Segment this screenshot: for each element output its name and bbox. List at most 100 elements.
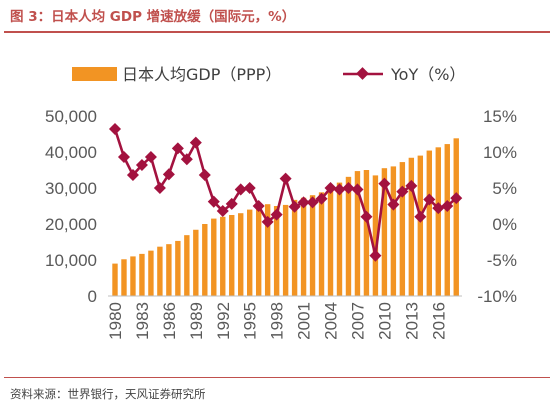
yoy-marker <box>117 151 130 164</box>
yoy-marker <box>333 183 346 196</box>
x-tick-label: 1992 <box>214 302 233 340</box>
gdp-bar <box>130 256 136 296</box>
yoy-marker <box>243 181 256 195</box>
gdp-bar <box>444 144 450 296</box>
gdp-bar <box>399 162 406 296</box>
gdp-bar <box>247 209 253 296</box>
yoy-marker <box>342 181 355 195</box>
source-note: 资料来源：世界银行，天风证券研究所 <box>10 387 206 401</box>
gdp-bar <box>184 235 190 296</box>
right-tick-label: 15% <box>483 107 517 126</box>
x-tick-label: 1995 <box>241 302 260 340</box>
x-axis-ticks: 1980 1983 1986 1989 1992 1995 1998 2001 2004 2007… <box>106 302 448 340</box>
gdp-bar <box>345 176 352 296</box>
x-tick-label: 1980 <box>106 302 125 340</box>
gdp-bar <box>300 197 307 296</box>
yoy-marker <box>279 172 292 185</box>
gdp-bar <box>426 150 432 296</box>
x-tick-label: 2010 <box>375 302 394 340</box>
right-tick-label: 10% <box>483 143 517 162</box>
gdp-bar <box>417 155 424 296</box>
yoy-marker <box>225 197 238 210</box>
right-tick-label: 5% <box>492 179 517 198</box>
gdp-bar <box>112 263 118 296</box>
x-tick-label: 1998 <box>268 302 287 340</box>
left-axis-ticks: 0 10,000 20,000 30,000 40,000 50,000 <box>45 107 97 306</box>
left-tick-label: 30,000 <box>45 179 97 198</box>
gdp-bar <box>372 175 379 296</box>
figure-title: 图 3：日本人均 GDP 增速放缓（国际元，%） <box>10 9 296 25</box>
yoy-marker <box>144 151 157 164</box>
yoy-marker <box>207 195 220 208</box>
yoy-marker <box>189 136 202 149</box>
legend-label-bar: 日本人均GDP（PPP） <box>122 65 281 84</box>
x-tick-label: 2004 <box>322 302 341 340</box>
x-tick-label: 1989 <box>187 302 206 340</box>
gdp-bar <box>435 147 441 296</box>
x-tick-label: 2001 <box>295 302 314 340</box>
gdp-bar <box>220 216 226 296</box>
gdp-bar <box>202 224 208 296</box>
gdp-bar <box>282 204 289 296</box>
x-tick-label: 1983 <box>133 302 152 340</box>
yoy-marker <box>216 205 229 218</box>
yoy-marker <box>252 199 265 213</box>
gdp-bar <box>327 186 334 296</box>
x-tick-label: 2007 <box>348 302 367 340</box>
right-axis-ticks: -10% -5% 0% 5% 10% 15% <box>477 107 517 306</box>
gdp-bar <box>318 192 325 296</box>
yoy-marker <box>180 153 193 166</box>
gdp-bar <box>148 250 154 296</box>
yoy-marker <box>351 183 364 196</box>
yoy-marker <box>108 122 122 135</box>
footer-divider <box>4 377 550 378</box>
gdp-bar <box>336 182 343 296</box>
gdp-bar <box>238 213 244 296</box>
chart-legend: 日本人均GDP（PPP） YoY（%） <box>72 65 465 84</box>
gdp-bar <box>255 205 262 296</box>
gdp-bar <box>453 138 459 296</box>
x-tick-label: 2016 <box>429 302 448 340</box>
gdp-bar <box>166 244 172 296</box>
x-tick-label: 1986 <box>160 302 179 340</box>
gdp-bar <box>193 229 199 296</box>
left-tick-label: 20,000 <box>45 215 97 234</box>
gdp-bar <box>309 195 316 296</box>
yoy-marker <box>198 169 211 182</box>
gdp-bar <box>121 259 127 296</box>
gdp-bar <box>363 170 370 296</box>
yoy-marker <box>369 249 382 262</box>
yoy-marker <box>162 168 175 181</box>
gdp-chart: 日本人均GDP（PPP） YoY（%） 0 10,000 20,000 30,000 4… <box>45 65 517 340</box>
gdp-bar <box>211 218 217 296</box>
gdp-bar <box>354 171 361 296</box>
gdp-bar <box>390 166 397 296</box>
gdp-bar <box>408 157 415 296</box>
right-tick-label: 0% <box>492 215 517 234</box>
right-tick-label: -5% <box>487 251 517 270</box>
left-tick-label: 10,000 <box>45 251 97 270</box>
left-tick-label: 0 <box>88 287 97 306</box>
yoy-marker <box>414 210 427 223</box>
gdp-bar <box>139 253 145 296</box>
yoy-marker <box>234 183 247 196</box>
gdp-bar <box>273 206 280 296</box>
yoy-marker <box>378 177 391 190</box>
x-tick-label: 2013 <box>402 302 421 340</box>
gdp-bar <box>157 246 163 296</box>
gdp-bar <box>229 215 235 296</box>
legend-label-line: YoY（%） <box>390 65 465 84</box>
yoy-marker <box>360 210 373 223</box>
title-divider <box>4 31 550 33</box>
gdp-bar <box>175 240 181 296</box>
yoy-marker <box>153 181 166 195</box>
yoy-marker <box>171 142 184 155</box>
gdp-bar <box>264 204 271 296</box>
right-tick-label: -10% <box>477 287 517 306</box>
legend-swatch-marker <box>356 67 369 80</box>
yoy-marker <box>126 169 139 182</box>
gdp-bar <box>381 168 388 296</box>
legend-swatch-bar <box>72 67 117 81</box>
left-tick-label: 50,000 <box>45 107 97 126</box>
gdp-bars <box>112 138 459 296</box>
